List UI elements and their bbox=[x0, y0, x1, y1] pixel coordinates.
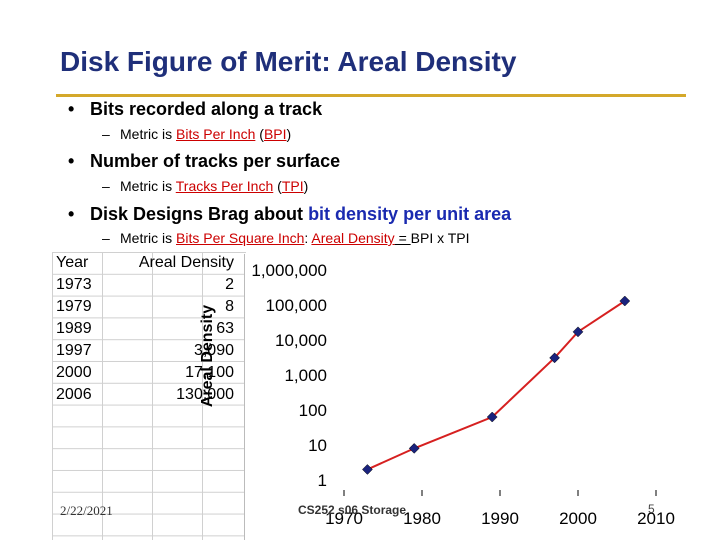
spreadsheet-grid bbox=[52, 252, 246, 540]
cell-year: 1973 bbox=[56, 276, 92, 293]
x-tick-label: 2010 bbox=[637, 509, 675, 528]
y-tick-label: 100,000 bbox=[266, 296, 327, 315]
cell-density: 63 bbox=[216, 320, 234, 337]
y-tick-label: 1,000,000 bbox=[251, 261, 327, 280]
page-number: 5 bbox=[648, 502, 655, 516]
y-tick-label: 1 bbox=[318, 471, 327, 490]
header-areal-density: Areal Density bbox=[138, 254, 234, 271]
slide-title: Disk Figure of Merit: Areal Density bbox=[60, 46, 517, 77]
areal-density-table: Year Areal Density 1973 2 1979 8 1989 63 19… bbox=[52, 252, 240, 406]
chart-area bbox=[244, 254, 671, 540]
y-tick-label: 1,000 bbox=[284, 366, 327, 385]
title-underline bbox=[56, 94, 686, 97]
bullet-density-brag: • Disk Designs Brag about bit density per… bbox=[68, 204, 512, 224]
table-row: 2000 17,100 bbox=[52, 362, 240, 384]
cell-density: 17,100 bbox=[185, 364, 234, 381]
bullet-dot: • bbox=[68, 99, 75, 119]
bullet-tracks-per-surface: • Number of tracks per surface bbox=[68, 151, 341, 171]
cell-year: 1997 bbox=[56, 342, 92, 359]
link-tpi[interactable]: TPI bbox=[281, 178, 304, 194]
dash: – bbox=[102, 126, 110, 142]
cell-density: 3,090 bbox=[193, 342, 234, 359]
y-tick-label: 100 bbox=[299, 401, 327, 420]
embedded-spreadsheet: Year Areal Density 1973 2 1979 8 1989 63 19… bbox=[52, 252, 672, 540]
table-row: 1989 63 bbox=[52, 318, 240, 340]
footer-course: CS252 s06 Storage bbox=[298, 503, 407, 517]
cell-year: 1979 bbox=[56, 298, 92, 315]
footer-date: 2/22/2021 bbox=[60, 503, 113, 518]
link-areal-density[interactable]: Areal Density bbox=[311, 230, 395, 246]
link-bits-per-square-inch[interactable]: Bits Per Square Inch bbox=[176, 230, 305, 246]
sub-bullet-bpi: – Metric is Bits Per Inch (BPI) bbox=[102, 126, 292, 142]
bullet-bits-along-track: • Bits recorded along a track bbox=[68, 99, 323, 119]
sub-bullet-tpi: – Metric is Tracks Per Inch (TPI) bbox=[102, 178, 309, 194]
cell-density: 130,000 bbox=[176, 386, 234, 403]
x-tick-label: 2000 bbox=[559, 509, 597, 528]
bullet-dot: • bbox=[68, 151, 75, 171]
emphasis-bit-density: bit density per unit area bbox=[308, 204, 512, 224]
x-tick-label: 1990 bbox=[481, 509, 519, 528]
cell-density: 2 bbox=[225, 276, 234, 293]
bullet-dot: • bbox=[68, 204, 75, 224]
x-tick-label: 1970 bbox=[325, 509, 363, 528]
table-header-row: Year Areal Density bbox=[52, 252, 240, 274]
table-row: 1979 8 bbox=[52, 296, 240, 318]
data-point bbox=[362, 464, 373, 475]
cell-density: 8 bbox=[225, 298, 234, 315]
series-line bbox=[366, 300, 626, 471]
cell-year: 1989 bbox=[56, 320, 92, 337]
table-row: 1997 3,090 bbox=[52, 340, 240, 362]
dash: – bbox=[102, 230, 110, 246]
table-row: 2006 130,000 bbox=[52, 384, 240, 406]
cell-year: 2006 bbox=[56, 386, 92, 403]
data-point bbox=[486, 411, 498, 423]
header-year: Year bbox=[56, 254, 89, 271]
data-point bbox=[572, 326, 584, 338]
x-tick-label: 1980 bbox=[403, 509, 441, 528]
sub-bullet-areal: – Metric is Bits Per Square Inch: Areal D… bbox=[102, 230, 470, 246]
link-bits-per-inch[interactable]: Bits Per Inch bbox=[176, 126, 256, 142]
dash: – bbox=[102, 178, 110, 194]
data-point bbox=[549, 352, 560, 364]
y-tick-label: 10 bbox=[308, 436, 327, 455]
link-bpi[interactable]: BPI bbox=[263, 126, 287, 142]
cell-year: 2000 bbox=[56, 364, 92, 381]
table-row: 1973 2 bbox=[52, 274, 240, 296]
y-tick-label: 10,000 bbox=[275, 331, 327, 350]
link-tracks-per-inch[interactable]: Tracks Per Inch bbox=[175, 178, 274, 194]
data-point bbox=[619, 295, 631, 307]
data-point bbox=[408, 443, 420, 454]
